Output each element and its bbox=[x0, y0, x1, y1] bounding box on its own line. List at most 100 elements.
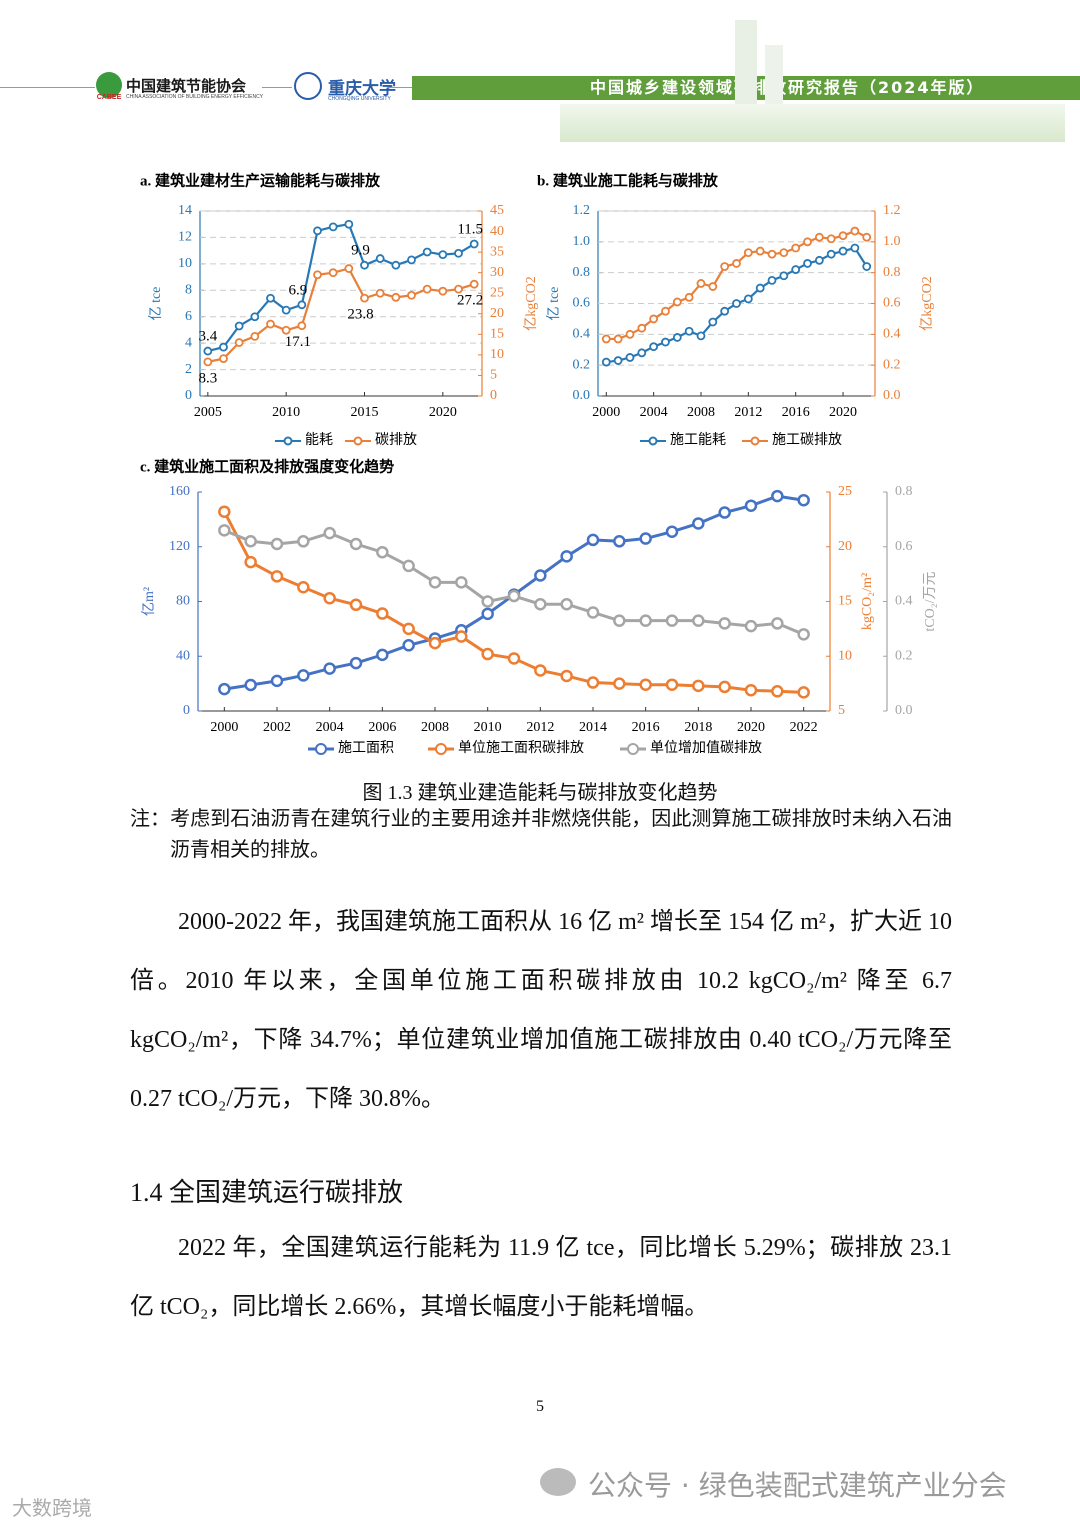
data-point bbox=[862, 262, 872, 271]
x-tick-label: 2012 bbox=[526, 720, 554, 735]
y-tick-label: 0 bbox=[183, 703, 190, 718]
data-label: 17.1 bbox=[285, 334, 311, 350]
chart-title: a. 建筑业建材生产运输能耗与碳排放 bbox=[140, 171, 381, 189]
data-point bbox=[692, 679, 705, 693]
data-point bbox=[718, 506, 731, 519]
data-point bbox=[281, 325, 291, 335]
data-point bbox=[360, 293, 369, 303]
data-point bbox=[402, 559, 415, 573]
y-tick-label: 25 bbox=[490, 285, 504, 300]
paragraph: 2022 年，全国建筑运行能耗为 11.9 亿 tce，同比增长 5.29%；碳… bbox=[130, 1235, 952, 1320]
data-point bbox=[266, 319, 275, 329]
y-tick-label: 0.0 bbox=[573, 388, 591, 403]
data-point bbox=[534, 664, 547, 677]
axis-title: tCO₂/万元 bbox=[923, 571, 938, 631]
data-point bbox=[244, 555, 257, 569]
x-tick-label: 2006 bbox=[368, 720, 396, 735]
legend-marker bbox=[435, 743, 447, 755]
data-point bbox=[218, 505, 231, 518]
legend-marker bbox=[750, 436, 760, 446]
y-tick-label: 30 bbox=[490, 265, 504, 280]
data-point bbox=[270, 674, 284, 688]
data-point bbox=[791, 243, 801, 253]
y-tick-label: 160 bbox=[169, 484, 190, 499]
data-point bbox=[402, 622, 415, 636]
data-point bbox=[407, 290, 416, 300]
data-point bbox=[613, 535, 626, 548]
x-tick-label: 2020 bbox=[737, 720, 765, 735]
legend-label: 能耗 bbox=[305, 432, 333, 448]
org-name-en: CHONGQING UNIVERSITY bbox=[328, 96, 391, 102]
y-tick-label: 80 bbox=[176, 594, 190, 609]
data-point bbox=[791, 265, 801, 274]
paragraph: 2000-2022 年，我国建筑施工面积从 16 亿 m² 增长至 154 亿 … bbox=[130, 909, 952, 1112]
data-point bbox=[203, 346, 213, 356]
legend-label: 施工面积 bbox=[338, 740, 394, 756]
data-point bbox=[826, 234, 836, 244]
y-tick-label: 1.2 bbox=[573, 203, 591, 218]
x-tick-label: 2022 bbox=[790, 720, 818, 735]
data-point bbox=[376, 607, 389, 620]
data-point bbox=[755, 246, 765, 256]
data-point bbox=[755, 283, 765, 293]
data-point bbox=[661, 337, 670, 347]
data-point bbox=[297, 535, 310, 548]
data-point bbox=[814, 232, 824, 242]
data-point bbox=[507, 589, 521, 603]
data-point bbox=[454, 284, 463, 294]
data-point bbox=[428, 576, 442, 589]
data-point bbox=[244, 678, 257, 692]
data-point bbox=[234, 338, 244, 347]
data-point bbox=[376, 648, 389, 662]
corner-mark: 大数跨境 bbox=[12, 1496, 92, 1520]
data-point bbox=[744, 619, 758, 633]
y-tick-label: 0.6 bbox=[883, 296, 901, 311]
data-point bbox=[323, 591, 336, 605]
data-point bbox=[422, 247, 432, 257]
data-point bbox=[328, 222, 338, 232]
data-point bbox=[696, 279, 706, 288]
series-line bbox=[606, 229, 868, 341]
skyline bbox=[560, 104, 1065, 142]
y-tick-label: 2 bbox=[185, 362, 192, 377]
data-point bbox=[328, 268, 338, 278]
axis-title: kgCO₂/m² bbox=[860, 573, 875, 630]
data-point bbox=[771, 617, 784, 630]
data-point bbox=[672, 297, 682, 307]
x-tick-label: 2020 bbox=[429, 405, 457, 420]
data-point bbox=[481, 647, 494, 661]
x-tick-label: 2010 bbox=[474, 720, 502, 735]
y-tick-label: 20 bbox=[838, 539, 852, 554]
data-point bbox=[744, 499, 758, 512]
data-point bbox=[672, 333, 682, 342]
data-point bbox=[637, 348, 647, 358]
y-tick-label: 0.2 bbox=[573, 357, 591, 372]
figure-caption: 图 1.3 建筑业建造能耗与碳排放变化趋势 bbox=[362, 782, 718, 804]
data-point bbox=[469, 279, 479, 289]
data-point bbox=[797, 686, 810, 699]
data-point bbox=[850, 243, 860, 253]
y-tick-label: 0.2 bbox=[895, 648, 913, 663]
data-point bbox=[625, 329, 635, 339]
y-tick-label: 0.4 bbox=[895, 594, 913, 609]
x-tick-label: 2018 bbox=[684, 720, 712, 735]
legend-label: 碳排放 bbox=[375, 432, 417, 448]
y-tick-label: 0.8 bbox=[895, 484, 913, 499]
watermark: 公众号 · 绿色装配式建筑产业分会 bbox=[588, 1469, 1007, 1502]
data-point bbox=[696, 331, 706, 341]
data-point bbox=[744, 683, 758, 697]
data-point bbox=[455, 630, 468, 643]
y-tick-label: 35 bbox=[490, 244, 504, 259]
data-label: 23.8 bbox=[347, 307, 373, 323]
y-tick-label: 20 bbox=[490, 306, 504, 321]
y-tick-label: 25 bbox=[838, 484, 852, 499]
data-point bbox=[797, 628, 810, 641]
data-point bbox=[586, 606, 600, 619]
x-tick-label: 2000 bbox=[592, 405, 620, 420]
y-tick-label: 10 bbox=[490, 347, 504, 362]
data-point bbox=[219, 354, 228, 363]
data-point bbox=[625, 353, 635, 362]
wechat-icon bbox=[540, 1468, 576, 1496]
